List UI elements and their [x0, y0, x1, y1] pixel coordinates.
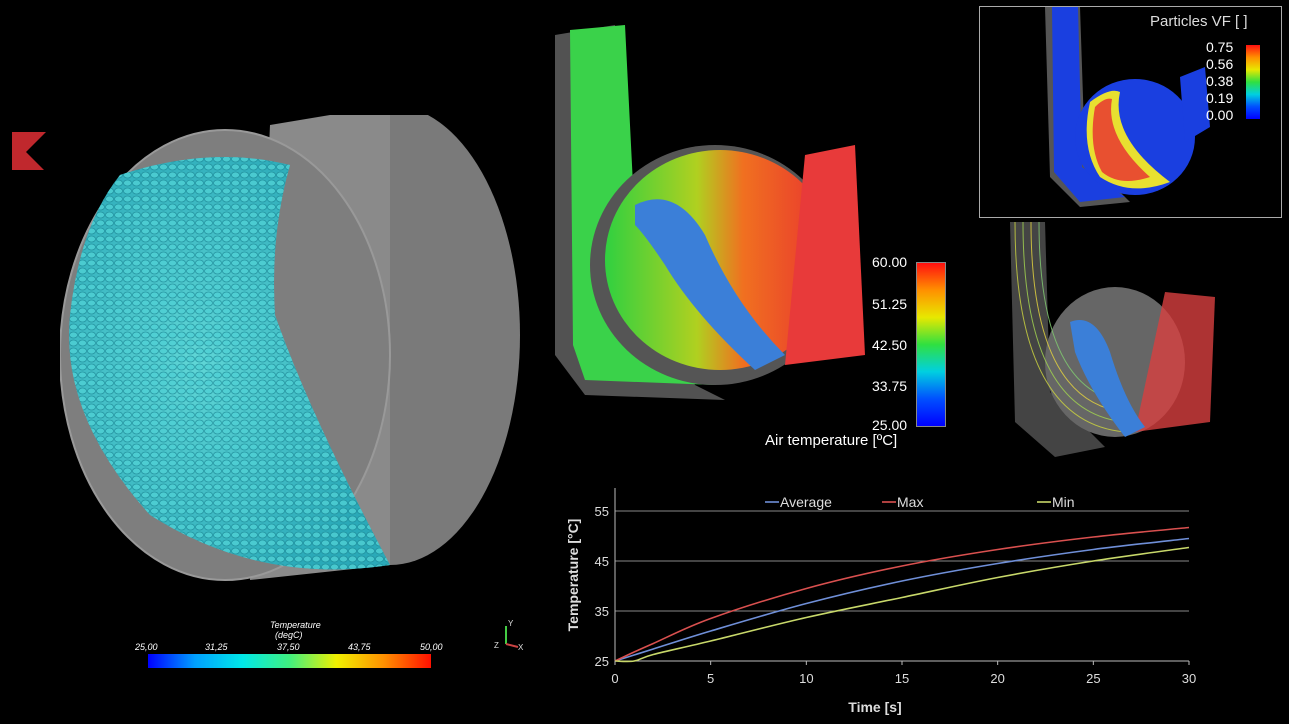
particle-colorbar-title: Temperature: [270, 620, 321, 630]
tick: 42.50: [872, 337, 908, 353]
x-tick-label: 5: [707, 671, 714, 686]
legend-label: Min: [1052, 494, 1075, 510]
y-tick-label: 35: [595, 604, 609, 619]
y-tick-label: 45: [595, 554, 609, 569]
x-tick-label: 30: [1182, 671, 1196, 686]
particle-drum-render: [60, 115, 520, 581]
air-colorbar-title: Air temperature [ºC]: [765, 432, 898, 449]
axis-z-label: Z: [494, 641, 499, 650]
particles-vf-render: [1045, 7, 1210, 207]
legend-label: Average: [780, 494, 832, 510]
particles-vf-title: Particles VF [ ]: [1150, 13, 1248, 30]
temperature-line-chart: 25 35 45 55 0 5 10 15 20 25 30 Time [s] Temperatur…: [565, 488, 1196, 715]
legend-label: Max: [897, 494, 923, 510]
x-tick-label: 25: [1086, 671, 1100, 686]
x-tick-label: 10: [799, 671, 813, 686]
air-temperature-colorbar: [916, 262, 946, 427]
x-tick-label: 20: [990, 671, 1004, 686]
series-line-min: [614, 546, 1190, 663]
particle-colorbar: [148, 654, 431, 668]
particle-colorbar-unit: (degC): [275, 630, 303, 640]
tick: 43,75: [348, 642, 371, 652]
y-tick-label: 55: [595, 504, 609, 519]
y-tick-label: 25: [595, 654, 609, 669]
air-temperature-render: [555, 25, 865, 400]
tick: 31,25: [205, 642, 228, 652]
tick: 60.00: [872, 254, 908, 270]
tick: 25,00: [135, 642, 158, 652]
x-tick-label: 15: [895, 671, 909, 686]
particle-colorbar-ticks: 25,00 31,25 37,50 43,75 50,00: [135, 642, 445, 654]
x-tick-label: 0: [611, 671, 618, 686]
particles-vf-inset: Particles VF [ ] 0.75 0.56 0.38 0.19 0.0…: [979, 6, 1282, 218]
axis-y-label: Y: [508, 619, 514, 628]
x-axis-label: Time [s]: [848, 699, 901, 715]
tick: 0.75: [1206, 39, 1234, 55]
tick: 50,00: [420, 642, 443, 652]
tick: 0.56: [1206, 56, 1234, 72]
tick: 25.00: [872, 417, 908, 433]
tick: 37,50: [277, 642, 300, 652]
y-axis-label: Temperature [°C]: [565, 519, 581, 632]
axis-x-label: X: [518, 643, 524, 652]
tick: 0.19: [1206, 90, 1234, 106]
particles-vf-colorbar: [1246, 45, 1260, 119]
tick: 0.00: [1206, 107, 1234, 123]
company-logo: [12, 132, 46, 170]
tick: 0.38: [1206, 73, 1234, 89]
series-line-average: [614, 537, 1190, 662]
tick: 51.25: [872, 296, 908, 312]
axes-triad-icon: Y Z X: [494, 619, 524, 652]
series-line-max: [614, 526, 1190, 662]
tick: 33.75: [872, 378, 908, 394]
streamlines-render: [1010, 222, 1215, 457]
